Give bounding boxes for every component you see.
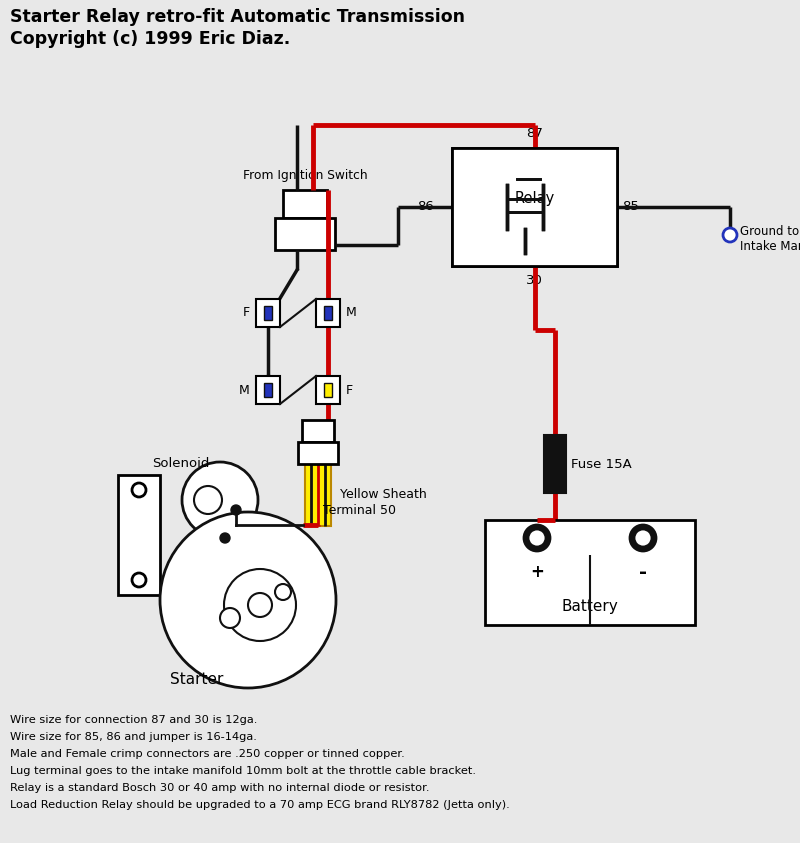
Text: 85: 85	[622, 201, 639, 213]
Text: Battery: Battery	[562, 599, 618, 615]
Text: Fuse 15A: Fuse 15A	[571, 458, 632, 470]
Text: Starter Relay retro-fit Automatic Transmission: Starter Relay retro-fit Automatic Transm…	[10, 8, 465, 26]
Text: Lug terminal goes to the intake manifold 10mm bolt at the throttle cable bracket: Lug terminal goes to the intake manifold…	[10, 766, 476, 776]
Text: F: F	[346, 384, 353, 396]
Bar	[283, 190, 327, 218]
Circle shape	[231, 505, 241, 515]
Bar	[264, 383, 272, 397]
Bar	[118, 475, 160, 595]
Circle shape	[194, 486, 222, 514]
Text: 87: 87	[526, 127, 543, 140]
Circle shape	[275, 584, 291, 600]
Text: Wire size for connection 87 and 30 is 12ga.: Wire size for connection 87 and 30 is 12…	[10, 715, 258, 725]
Bar	[305, 464, 331, 526]
Bar	[264, 306, 272, 320]
Circle shape	[132, 573, 146, 587]
Text: From Ignition Switch: From Ignition Switch	[242, 169, 367, 182]
Text: Starter: Starter	[170, 672, 223, 687]
Bar	[298, 442, 338, 464]
Text: Copyright (c) 1999 Eric Diaz.: Copyright (c) 1999 Eric Diaz.	[10, 30, 290, 48]
Circle shape	[220, 533, 230, 543]
Text: Male and Female crimp connectors are .250 copper or tinned copper.: Male and Female crimp connectors are .25…	[10, 749, 405, 759]
Text: Terminal 50: Terminal 50	[323, 504, 396, 517]
Bar	[452, 148, 617, 266]
Text: Solenoid: Solenoid	[152, 457, 210, 470]
Text: 86: 86	[418, 201, 434, 213]
Circle shape	[630, 525, 656, 551]
Text: -: -	[639, 562, 647, 582]
Bar	[316, 376, 340, 404]
Text: F: F	[243, 307, 250, 319]
Text: Relay: Relay	[514, 191, 554, 207]
Bar	[316, 299, 340, 327]
Circle shape	[224, 569, 296, 641]
Bar	[544, 435, 566, 493]
Text: Relay is a standard Bosch 30 or 40 amp with no internal diode or resistor.: Relay is a standard Bosch 30 or 40 amp w…	[10, 783, 430, 793]
Text: Yellow Sheath: Yellow Sheath	[340, 488, 426, 502]
Text: Ground to
Intake Manifold: Ground to Intake Manifold	[740, 225, 800, 253]
Circle shape	[182, 462, 258, 538]
Text: +: +	[530, 563, 544, 581]
Circle shape	[220, 608, 240, 628]
Bar	[275, 218, 335, 250]
Bar	[452, 148, 617, 266]
Circle shape	[723, 228, 737, 242]
Bar	[324, 306, 332, 320]
Bar	[324, 383, 332, 397]
Bar	[302, 420, 334, 442]
Circle shape	[132, 483, 146, 497]
Bar	[256, 376, 280, 404]
Text: Relay: Relay	[514, 191, 554, 207]
Circle shape	[160, 512, 336, 688]
Text: Load Reduction Relay should be upgraded to a 70 amp ECG brand RLY8782 (Jetta onl: Load Reduction Relay should be upgraded …	[10, 800, 510, 810]
Text: 30: 30	[526, 274, 543, 287]
Circle shape	[248, 593, 272, 617]
Bar	[256, 299, 280, 327]
Circle shape	[528, 529, 546, 547]
Circle shape	[524, 525, 550, 551]
Circle shape	[634, 529, 652, 547]
Text: M: M	[346, 307, 357, 319]
Text: Wire size for 85, 86 and jumper is 16-14ga.: Wire size for 85, 86 and jumper is 16-14…	[10, 732, 257, 742]
Text: M: M	[239, 384, 250, 396]
Bar	[485, 520, 695, 625]
